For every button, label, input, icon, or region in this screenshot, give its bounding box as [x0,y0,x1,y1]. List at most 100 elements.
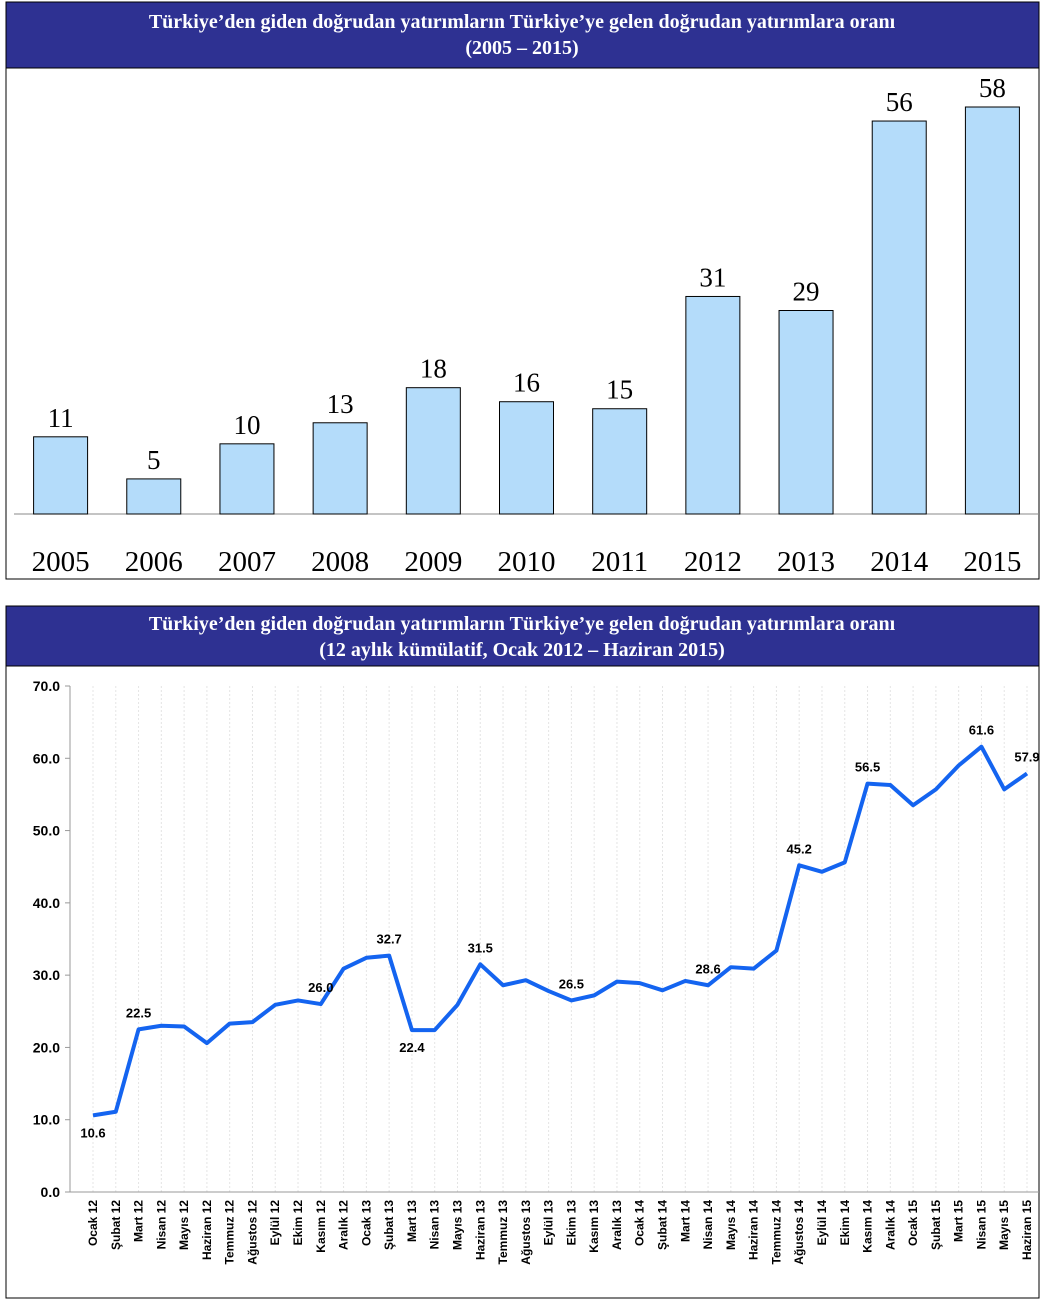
x-tick-label: Nisan 13 [428,1200,442,1250]
x-tick-label: Nisan 12 [154,1200,168,1250]
bar [219,443,275,515]
chart-subtitle: (12 aylık kümülatif, Ocak 2012 – Haziran… [319,639,725,661]
x-tick-label: Ekim 13 [564,1200,578,1246]
x-tick-label: Ocak 13 [359,1200,373,1246]
x-tick-label: 2012 [684,546,742,578]
value-label: 56 [886,87,913,117]
bar [964,106,1020,515]
x-tick-label: 2005 [32,546,90,578]
chart-title: Türkiye’den giden doğrudan yatırımların … [149,11,896,33]
value-label: 32.7 [376,932,401,947]
value-label: 31 [699,262,726,292]
x-tick-label: Mayıs 13 [450,1200,464,1250]
x-tick-label: 2010 [498,546,556,578]
value-label: 26.5 [559,976,584,991]
x-tick-label: Ekim 14 [838,1200,852,1246]
x-tick-label: 2009 [404,546,462,578]
x-tick-label: Mart 14 [678,1200,692,1242]
line [92,744,1029,1118]
bar [126,478,182,515]
x-tick-label: Ağustos 14 [792,1200,806,1265]
value-label: 22.4 [399,1040,425,1055]
x-tick-label: Haziran 14 [747,1200,761,1260]
x-tick-label: Aralık 14 [883,1200,897,1250]
bar [778,310,834,515]
y-tick-label: 50.0 [33,823,60,839]
x-tick-label: Mayıs 15 [997,1200,1011,1250]
x-tick-label: Şubat 12 [109,1200,123,1250]
x-tick-label: Haziran 15 [1020,1200,1034,1260]
y-tick-label: 30.0 [33,967,60,983]
value-label: 5 [147,445,161,475]
x-tick-label: Eylül 14 [815,1200,829,1246]
x-tick-label: Mart 12 [132,1200,146,1242]
x-tick-label: Ağustos 13 [519,1200,533,1265]
x-tick-label: Ocak 14 [633,1200,647,1246]
value-label: 22.5 [126,1005,151,1020]
x-tick-label: Aralık 12 [337,1200,351,1250]
y-tick-label: 60.0 [33,750,60,766]
x-tick-label: Temmuz 14 [769,1200,783,1265]
x-tick-label: Eylül 12 [268,1200,282,1246]
x-tick-label: 2007 [218,546,276,578]
y-tick-label: 10.0 [33,1112,60,1128]
bar [499,401,554,515]
x-tick-label: Nisan 15 [974,1200,988,1250]
value-label: 29 [793,277,820,307]
chart-title: Türkiye’den giden doğrudan yatırımların … [149,613,896,635]
x-tick-label: Ekim 12 [291,1200,305,1246]
value-label: 10 [233,410,260,440]
x-tick-label: Temmuz 13 [496,1200,510,1265]
value-label: 31.5 [468,940,493,955]
y-tick-label: 40.0 [33,895,60,911]
y-tick-label: 20.0 [33,1039,60,1055]
x-tick-label: Kasım 12 [314,1200,328,1253]
value-label: 26.0 [308,980,333,995]
x-tick-label: Aralık 13 [610,1200,624,1250]
value-label: 13 [327,389,354,419]
x-tick-label: Şubat 14 [656,1200,670,1250]
x-tick-label: Mayıs 14 [724,1200,738,1250]
x-tick-label: Kasım 14 [861,1200,875,1253]
value-label: 11 [48,403,74,433]
x-tick-label: Ocak 12 [86,1200,100,1246]
x-tick-label: 2011 [591,546,648,578]
title-band-2 [5,605,1040,667]
x-tick-label: Eylül 13 [542,1200,556,1246]
x-tick-label: 2015 [963,546,1021,578]
bar [871,120,927,515]
x-tick-label: 2014 [870,546,929,578]
x-tick-label: Temmuz 12 [223,1200,237,1265]
x-tick-label: Şubat 13 [382,1200,396,1250]
value-label: 57.9 [1014,749,1039,764]
x-tick-label: 2013 [777,546,835,578]
bar [33,436,89,515]
x-tick-label: Şubat 15 [929,1200,943,1250]
bar [685,295,741,515]
x-tick-label: Nisan 14 [701,1200,715,1250]
x-tick-label: Mart 13 [405,1200,419,1242]
value-label: 15 [606,375,633,405]
x-tick-label: Haziran 13 [473,1200,487,1260]
value-label: 28.6 [695,961,720,976]
value-label: 10.6 [80,1125,105,1140]
bar [405,387,461,515]
x-tick-label: Kasım 13 [587,1200,601,1253]
y-tick-label: 0.0 [41,1184,61,1200]
x-tick-label: Mart 15 [952,1200,966,1242]
x-tick-label: Ocak 15 [906,1200,920,1246]
value-label: 56.5 [855,760,880,775]
title-band-1 [5,1,1040,69]
value-label: 18 [420,354,447,384]
value-label: 45.2 [787,841,812,856]
chart-subtitle: (2005 – 2015) [465,37,578,59]
value-label: 58 [979,73,1006,103]
bar [312,422,368,515]
value-label: 61.6 [969,723,994,738]
x-tick-label: 2008 [311,546,369,578]
bar [592,408,648,515]
x-tick-label: Ağustos 12 [245,1200,259,1265]
x-tick-label: 2006 [125,546,183,578]
value-label: 16 [513,368,540,398]
